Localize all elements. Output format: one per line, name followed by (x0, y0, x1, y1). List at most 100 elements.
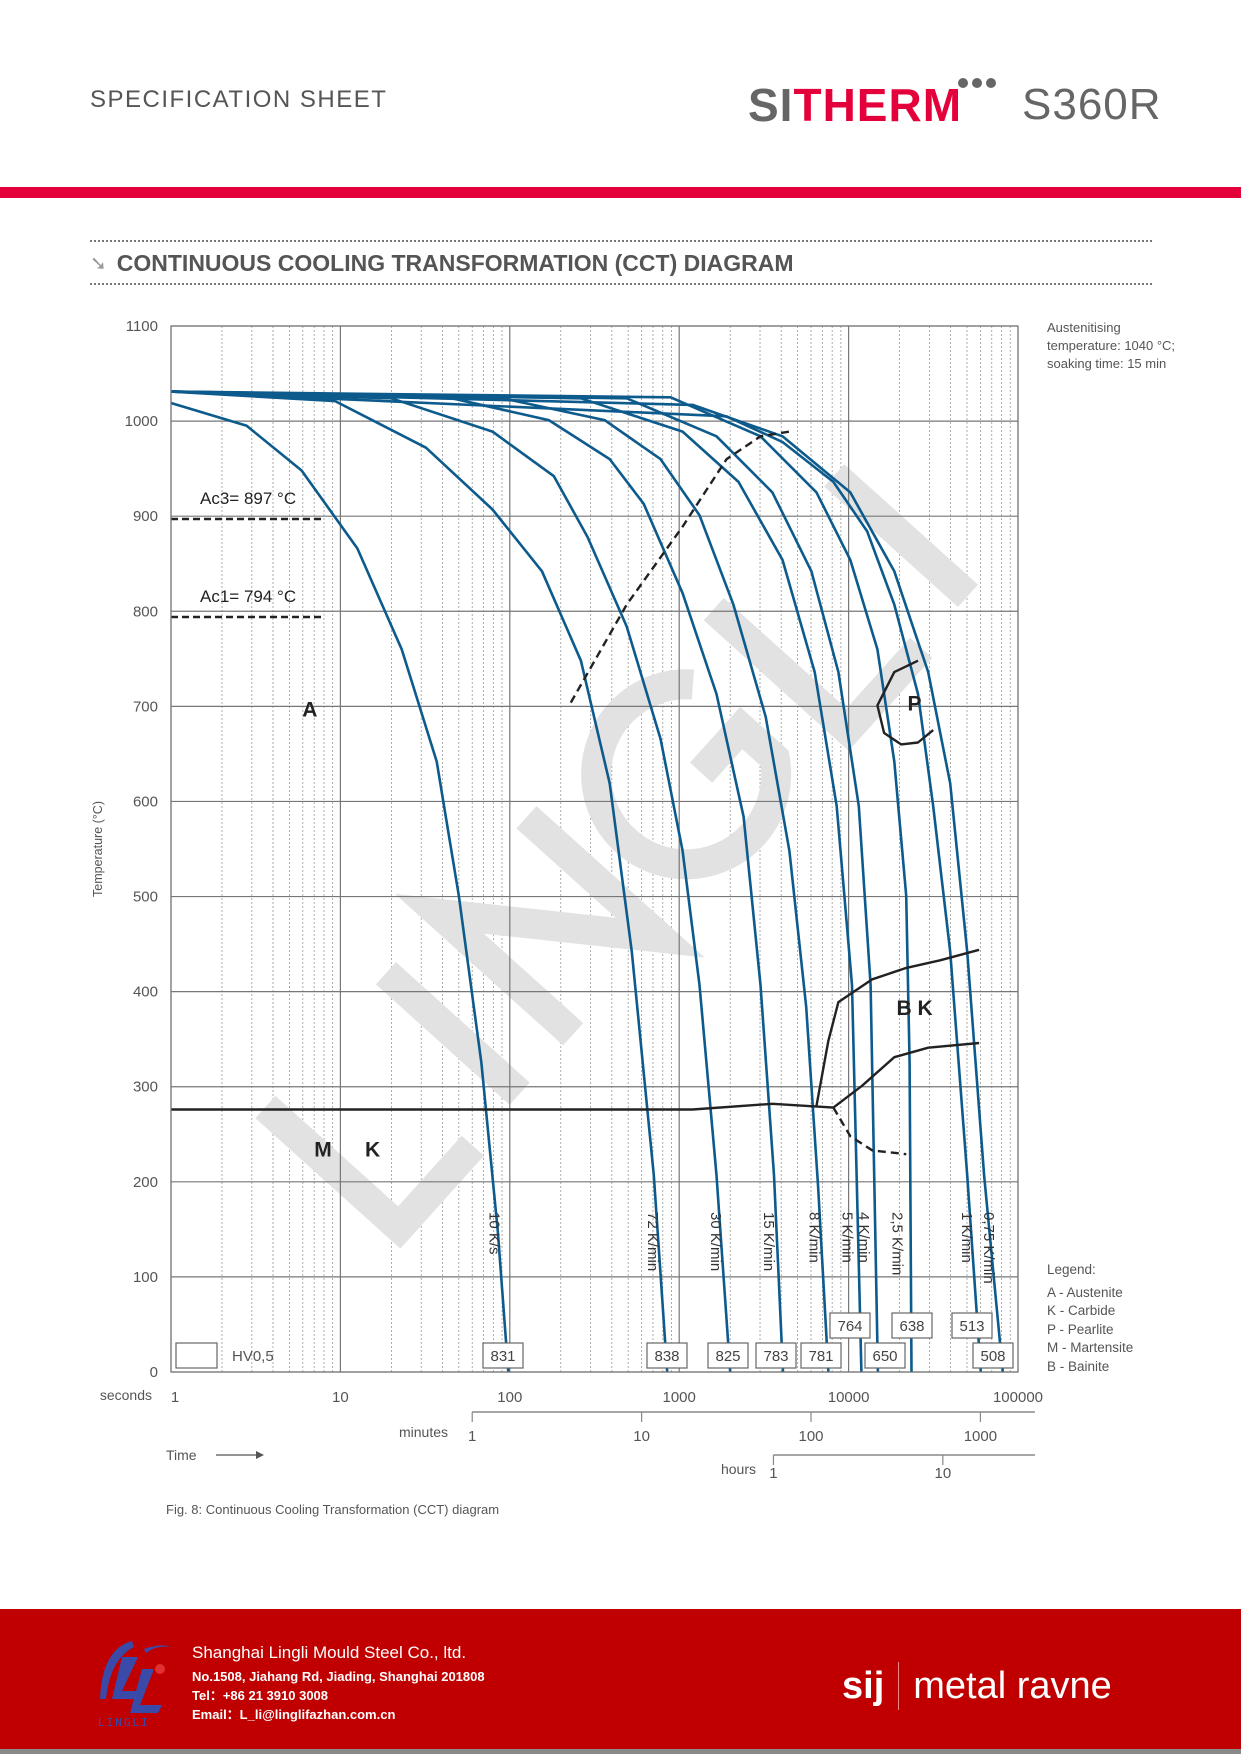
seconds-axis-label: seconds (100, 1387, 152, 1403)
legend-item: K - Carbide (1047, 1303, 1116, 1318)
section-divider-top (90, 240, 1152, 242)
svg-text:LINGLI: LINGLI (98, 1716, 150, 1729)
y-tick-label: 0 (150, 1364, 158, 1381)
hardness-value: 825 (715, 1348, 740, 1365)
section-heading: ➘ CONTINUOUS COOLING TRANSFORMATION (CCT… (90, 250, 794, 277)
martensite-start-line (171, 1102, 834, 1111)
company-email[interactable]: Email：L_li@linglifazhan.com.cn (192, 1707, 396, 1722)
region-label: K (365, 1139, 380, 1162)
footer-edge (0, 1749, 1241, 1754)
section-title: CONTINUOUS COOLING TRANSFORMATION (CCT) … (116, 250, 794, 276)
bainite-start-line (815, 948, 980, 1106)
bainite-finish-line (832, 1041, 980, 1109)
figure-caption: Fig. 8: Continuous Cooling Transformatio… (166, 1502, 500, 1517)
hardness-box (707, 1342, 749, 1369)
x-tick-label: 100000 (993, 1389, 1043, 1406)
y-tick-label: 200 (133, 1174, 158, 1191)
cooling-curve (170, 390, 830, 1373)
cooling-curve (170, 390, 880, 1373)
arrow-down-right-icon: ➘ (90, 253, 107, 275)
hardness-box (800, 1342, 842, 1369)
hardness-value: 838 (654, 1348, 679, 1365)
phase-legend: Legend: A - Austenite K - Carbide P - Pe… (1047, 1261, 1133, 1376)
region-label: A (302, 698, 317, 721)
cooling-rate-label: 1 K/min (958, 1212, 975, 1263)
partner-name: metal ravne (913, 1664, 1112, 1707)
hardness-box (972, 1342, 1014, 1369)
hardness-value: 650 (872, 1348, 897, 1365)
partner-short: sij (842, 1664, 885, 1707)
hardness-value: 764 (837, 1318, 862, 1335)
brand-logo: SITHERM (748, 78, 962, 132)
y-tick-label: 100 (133, 1269, 158, 1286)
cooling-rate-label: 2,5 K/min (889, 1212, 906, 1275)
cooling-rate-label: 4 K/min (855, 1212, 872, 1263)
cooling-curve (170, 390, 983, 1373)
hardness-legend-label: HV0,5 (232, 1348, 274, 1365)
hardness-box (755, 1342, 797, 1369)
section-divider-bottom (90, 283, 1152, 285)
region-label: B K (896, 997, 932, 1020)
region-label: M (314, 1139, 332, 1162)
y-tick-label: 700 (133, 698, 158, 715)
cooling-curve (170, 401, 510, 1373)
partner-logo: sij metal ravne (842, 1662, 1112, 1710)
hardness-value: 508 (980, 1348, 1005, 1365)
legend-item: B - Bainite (1047, 1358, 1110, 1374)
cooling-rate-label: 0,75 K/min (980, 1212, 997, 1284)
time-label: Time (166, 1447, 197, 1463)
y-tick-label: 500 (133, 889, 158, 906)
minutes-axis-label: minutes (399, 1424, 448, 1440)
cooling-rate-label: 72 K/min (644, 1212, 661, 1271)
watermark-letter-shape (255, 1095, 484, 1249)
watermark-letter-shape (375, 962, 530, 1105)
watermark-letter-shape (703, 597, 933, 751)
y-tick-label: 800 (133, 603, 158, 620)
hardness-legend-box (175, 1342, 218, 1369)
y-tick-label: 400 (133, 984, 158, 1001)
hardness-box (864, 1342, 906, 1369)
hours-tick-label: 10 (934, 1465, 951, 1482)
company-info: Shanghai Lingli Mould Steel Co., ltd. No… (192, 1643, 485, 1724)
hardness-box (951, 1312, 993, 1339)
legend-item: A - Austenite (1047, 1284, 1123, 1300)
hours-tick-label: 1 (769, 1465, 777, 1482)
company-address: No.1508, Jiahang Rd, Jiading, Shanghai 2… (192, 1669, 485, 1684)
model-name: S360R (1022, 80, 1162, 129)
cooling-rate-label: 5 K/min (838, 1212, 855, 1263)
cooling-curve (170, 390, 669, 1373)
reference-line-label: Ac3= 897 °C (200, 489, 296, 508)
legend-title: Legend: (1047, 1262, 1096, 1277)
x-tick-label: 100 (497, 1389, 522, 1406)
hardness-box (646, 1342, 688, 1369)
lingli-logo-icon: LINGLI (98, 1641, 170, 1729)
cooling-rate-label: 15 K/min (760, 1212, 777, 1271)
y-tick-label: 1000 (125, 413, 158, 430)
header-divider (0, 187, 1241, 198)
time-arrowhead-icon (256, 1451, 264, 1459)
hardness-value: 781 (808, 1348, 833, 1365)
hours-axis-label: hours (721, 1461, 756, 1477)
brand-part-2: THERM (793, 79, 963, 131)
y-tick-label: 600 (133, 793, 158, 810)
brand-dots-icon (958, 75, 1000, 93)
hardness-value: 783 (763, 1348, 788, 1365)
cooling-curve (170, 390, 732, 1373)
legend-item: M - Martensite (1047, 1340, 1134, 1355)
partner-separator (898, 1662, 900, 1710)
minutes-tick-label: 1000 (964, 1428, 997, 1445)
hardness-box (482, 1342, 524, 1369)
plot-frame (170, 325, 1019, 1373)
footer: LINGLI (0, 1609, 1241, 1749)
y-tick-label: 1100 (126, 318, 158, 335)
reference-line-label: Ac1= 794 °C (200, 587, 296, 606)
cooling-curve (170, 390, 1005, 1373)
pearlite-start-line (569, 430, 790, 704)
y-tick-label: 300 (133, 1079, 158, 1096)
martensite-start-tail-line (832, 1106, 907, 1156)
y-tick-label: 900 (133, 508, 158, 525)
minutes-tick-label: 1 (468, 1428, 476, 1445)
cooling-curve (170, 390, 913, 1373)
legend-item: P - Pearlite (1047, 1321, 1114, 1337)
